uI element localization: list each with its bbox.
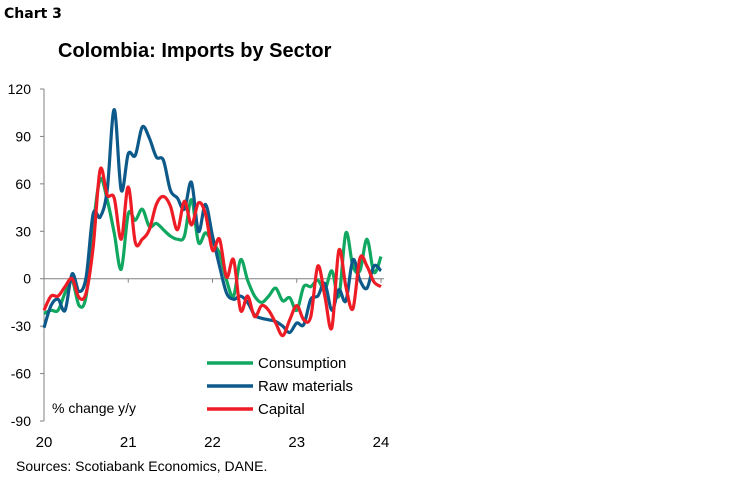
y-tick-label: 0 — [23, 271, 31, 287]
source-note: Sources: Scotiabank Economics, DANE. — [16, 458, 268, 474]
chart-number-label: Chart 3 — [4, 6, 62, 22]
y-tick-label: 30 — [15, 223, 31, 239]
y-tick-label: 60 — [15, 176, 31, 192]
x-tick-label: 21 — [120, 434, 137, 451]
series-line-capital — [42, 166, 382, 338]
x-tick-label: 20 — [36, 434, 53, 451]
y-axis-unit-label: % change y/y — [52, 400, 136, 416]
legend-label: Consumption — [258, 355, 346, 372]
chart-title: Colombia: Imports by Sector — [58, 40, 332, 62]
y-tick-label: -90 — [11, 413, 31, 429]
y-tick-label: -30 — [11, 318, 31, 334]
y-tick-label: -60 — [11, 366, 31, 382]
x-tick-label: 23 — [288, 434, 305, 451]
x-tick-label: 24 — [373, 434, 390, 451]
y-tick-label: 90 — [15, 128, 31, 144]
y-tick-label: 120 — [8, 81, 32, 97]
series-line-raw-materials — [42, 107, 383, 335]
x-tick-label: 22 — [204, 434, 221, 451]
legend-label: Raw materials — [258, 378, 353, 395]
legend-label: Capital — [258, 401, 305, 418]
